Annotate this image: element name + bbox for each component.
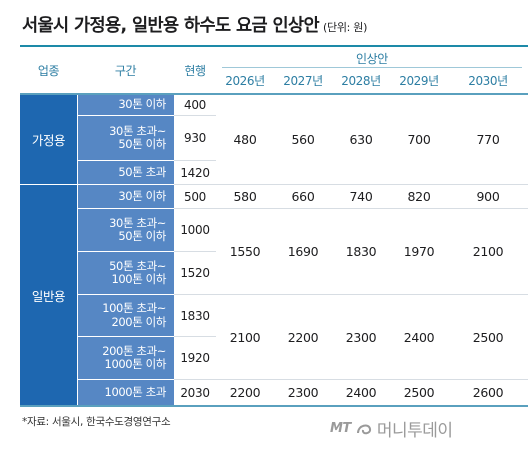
- row-rule: [174, 379, 528, 380]
- current-household-3: 1420: [180, 165, 210, 180]
- row-rule: [174, 160, 216, 161]
- bottom-rule: [20, 405, 528, 407]
- current-general-6: 2030: [180, 385, 210, 400]
- logo-name: 머니투데이: [376, 421, 453, 441]
- segment-general-5: 200톤 초과~ 1000톤 이하: [77, 337, 174, 379]
- proposal-general-r1-2030: 900: [476, 189, 500, 204]
- segment-general-1: 30톤 이하: [77, 185, 174, 208]
- header-proposal: 인상안: [356, 52, 388, 66]
- proposal-general-r2-2030: 2100: [472, 244, 504, 259]
- proposal-general-r3-2029: 2400: [403, 329, 435, 345]
- header-year-2029: 2029년: [399, 74, 439, 88]
- header-year-2027: 2027년: [283, 74, 323, 88]
- row-rule: [174, 336, 216, 337]
- segment-general-2: 30톤 초과~ 50톤 이하: [77, 209, 174, 251]
- current-general-1: 500: [183, 189, 206, 204]
- publisher-logo: MT 머니투데이: [330, 416, 453, 441]
- proposal-general-r4-2029: 2500: [403, 385, 435, 400]
- swirl-icon: [356, 424, 371, 434]
- source-note: *자료: 서울시, 한국수도경영연구소: [22, 416, 171, 428]
- proposal-general-r1-2026: 580: [233, 189, 257, 204]
- industry-household: 가정용: [20, 95, 77, 184]
- proposal-household-2028: 630: [349, 132, 373, 147]
- current-general-4: 1830: [180, 308, 210, 323]
- proposal-general-r1-2029: 820: [407, 189, 431, 204]
- current-general-3: 1520: [180, 266, 210, 280]
- top-rule: [20, 45, 528, 47]
- header-segment: 구간: [114, 64, 137, 78]
- proposal-general-r4-2030: 2600: [472, 385, 504, 400]
- header-year-2028: 2028년: [341, 74, 381, 88]
- segment-general-6: 1000톤 초과: [77, 380, 174, 405]
- segment-separator: [77, 115, 174, 116]
- proposal-household-2030: 770: [476, 132, 500, 147]
- proposal-general-r2-2026: 1550: [229, 244, 261, 259]
- proposal-general-r3-2028: 2300: [345, 329, 377, 345]
- current-household-2: 930: [183, 131, 206, 145]
- proposal-general-r4-2028: 2400: [345, 385, 377, 400]
- section-rule: [174, 184, 528, 185]
- proposal-general-r2-2027: 1690: [287, 244, 319, 259]
- segment-general-3: 50톤 초과~ 100톤 이하: [77, 252, 174, 294]
- segment-separator: [77, 336, 174, 337]
- column-separator: [77, 95, 78, 405]
- proposal-general-r3-2030: 2500: [472, 329, 504, 345]
- segment-separator: [77, 208, 174, 209]
- proposal-household-2029: 700: [407, 132, 431, 147]
- header-year-2030: 2030년: [468, 74, 508, 88]
- header-year-2026: 2026년: [225, 74, 265, 88]
- chart-title: 서울시 가정용, 일반용 하수도 요금 인상안 (단위: 원): [22, 16, 368, 36]
- segment-separator: [77, 379, 174, 380]
- unit-label: (단위: 원): [323, 21, 368, 34]
- segment-general-4: 100톤 초과~ 200톤 이하: [77, 295, 174, 336]
- proposal-general-r4-2027: 2300: [287, 385, 319, 400]
- segment-separator: [77, 251, 174, 252]
- current-general-2: 1000: [180, 223, 210, 237]
- proposal-general-r3-2027: 2200: [287, 329, 319, 345]
- header-bottom-rule: [20, 93, 528, 95]
- row-rule: [174, 294, 528, 295]
- header-industry: 업종: [37, 64, 60, 78]
- proposal-household-2027: 560: [291, 132, 315, 147]
- proposal-general-r1-2027: 660: [291, 189, 315, 204]
- row-rule: [174, 208, 528, 209]
- segment-household-1: 30톤 이하: [77, 95, 174, 115]
- segment-separator: [77, 160, 174, 161]
- proposal-general-r3-2026: 2100: [229, 329, 261, 345]
- header-divider: [222, 67, 522, 68]
- proposal-general-r2-2028: 1830: [345, 244, 377, 259]
- row-rule: [174, 115, 216, 116]
- industry-general: 일반용: [20, 185, 77, 405]
- current-general-5: 1920: [180, 351, 210, 365]
- proposal-general-r4-2026: 2200: [229, 385, 261, 400]
- logo-mark: MT: [330, 421, 351, 436]
- section-separator: [20, 184, 174, 185]
- proposal-general-r1-2028: 740: [349, 189, 373, 204]
- row-rule: [174, 251, 216, 252]
- segment-household-2: 30톤 초과~ 50톤 이하: [77, 116, 174, 160]
- header-current: 현행: [184, 64, 206, 78]
- proposal-general-r2-2029: 1970: [403, 244, 435, 259]
- segment-household-3: 50톤 초과: [77, 161, 174, 184]
- current-household-1: 400: [183, 98, 206, 112]
- proposal-household-2026: 480: [233, 132, 257, 147]
- segment-separator: [77, 294, 174, 295]
